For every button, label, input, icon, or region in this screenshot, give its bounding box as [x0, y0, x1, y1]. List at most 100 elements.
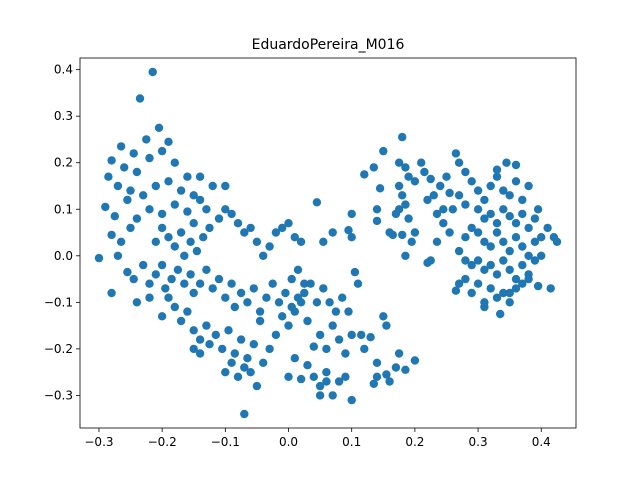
data-point-128 — [240, 363, 249, 372]
data-point-12 — [170, 158, 179, 167]
data-point-226 — [524, 181, 533, 191]
data-point-35 — [145, 205, 154, 214]
data-point-209 — [454, 158, 464, 167]
data-point-180 — [401, 365, 410, 374]
data-point-148 — [328, 321, 337, 330]
data-point-84 — [230, 302, 239, 312]
data-point-152 — [344, 307, 353, 316]
data-point-149 — [334, 335, 344, 344]
y-tick-label: 0.0 — [54, 249, 73, 263]
data-point-299 — [445, 188, 454, 198]
data-point-188 — [394, 158, 404, 167]
data-point-222 — [499, 186, 508, 195]
data-point-104 — [202, 321, 211, 330]
data-point-268 — [530, 256, 540, 265]
data-point-157 — [312, 298, 322, 307]
data-point-232 — [492, 219, 502, 228]
data-point-14 — [132, 167, 142, 177]
data-point-95 — [300, 279, 309, 288]
data-point-245 — [467, 223, 476, 233]
data-point-252 — [511, 233, 521, 242]
data-point-33 — [126, 223, 135, 233]
data-point-1 — [135, 94, 145, 103]
data-point-101 — [183, 307, 192, 316]
data-point-248 — [486, 242, 495, 251]
data-point-145 — [309, 342, 318, 351]
data-point-81 — [214, 274, 224, 284]
data-point-203 — [420, 167, 429, 177]
data-point-25 — [195, 195, 205, 205]
data-point-282 — [451, 286, 461, 295]
data-point-233 — [499, 205, 508, 214]
data-point-201 — [372, 205, 382, 214]
data-point-176 — [382, 370, 391, 379]
x-tick-label: 0.2 — [405, 435, 424, 449]
data-point-122 — [164, 293, 173, 302]
data-point-45 — [180, 251, 189, 260]
data-point-224 — [511, 177, 521, 186]
data-point-249 — [492, 228, 502, 237]
data-point-174 — [372, 372, 382, 381]
data-point-137 — [315, 381, 325, 391]
data-point-129 — [246, 368, 255, 377]
data-point-107 — [218, 344, 227, 354]
data-point-208 — [451, 149, 461, 158]
y-tick-label: 0.4 — [54, 63, 73, 77]
data-point-103 — [195, 335, 205, 344]
data-point-130 — [252, 381, 262, 391]
data-point-126 — [227, 358, 236, 367]
data-point-293 — [391, 209, 401, 219]
data-point-204 — [426, 174, 435, 184]
data-point-70 — [151, 270, 160, 279]
data-point-227 — [511, 160, 521, 170]
data-point-246 — [473, 228, 483, 237]
data-point-230 — [480, 214, 489, 223]
data-point-170 — [357, 330, 366, 340]
data-point-15 — [113, 181, 123, 191]
data-point-26 — [202, 205, 211, 214]
data-point-109 — [230, 349, 239, 358]
data-point-38 — [183, 207, 192, 216]
data-point-234 — [505, 212, 514, 221]
x-tick-label: 0.1 — [342, 435, 361, 449]
data-point-77 — [189, 288, 198, 298]
y-axis: −0.3 −0.2 −0.1 0.0 0.1 0.2 0.3 0.4 — [44, 63, 80, 402]
data-point-92 — [281, 288, 290, 298]
data-point-140 — [334, 377, 344, 386]
data-point-74 — [173, 265, 183, 274]
data-point-187 — [379, 146, 388, 156]
data-point-164 — [328, 228, 337, 237]
data-point-6 — [116, 142, 126, 151]
data-point-86 — [243, 298, 252, 307]
data-point-52 — [227, 209, 236, 219]
data-point-284 — [496, 309, 505, 319]
data-point-202 — [372, 216, 382, 226]
data-point-153 — [338, 293, 347, 302]
data-point-123 — [189, 344, 198, 354]
data-point-283 — [480, 302, 489, 312]
data-point-195 — [404, 214, 413, 223]
data-point-205 — [429, 191, 438, 200]
data-point-236 — [518, 209, 527, 219]
data-point-290 — [417, 158, 426, 167]
data-point-289 — [423, 195, 432, 205]
data-point-47 — [192, 246, 202, 256]
data-point-213 — [439, 219, 448, 228]
data-point-37 — [170, 200, 179, 209]
data-point-162 — [312, 198, 322, 207]
data-point-161 — [287, 302, 296, 312]
data-point-277 — [499, 288, 508, 298]
data-point-221 — [492, 172, 502, 181]
data-point-5 — [129, 149, 138, 158]
data-point-111 — [243, 354, 252, 363]
data-point-265 — [511, 274, 521, 284]
data-point-194 — [401, 200, 410, 209]
data-point-146 — [315, 330, 325, 340]
data-point-220 — [486, 181, 495, 191]
x-tick-label: −0.3 — [84, 435, 113, 449]
data-point-11 — [157, 146, 167, 156]
data-point-78 — [195, 279, 205, 288]
data-point-278 — [505, 298, 514, 307]
data-point-115 — [265, 344, 274, 354]
